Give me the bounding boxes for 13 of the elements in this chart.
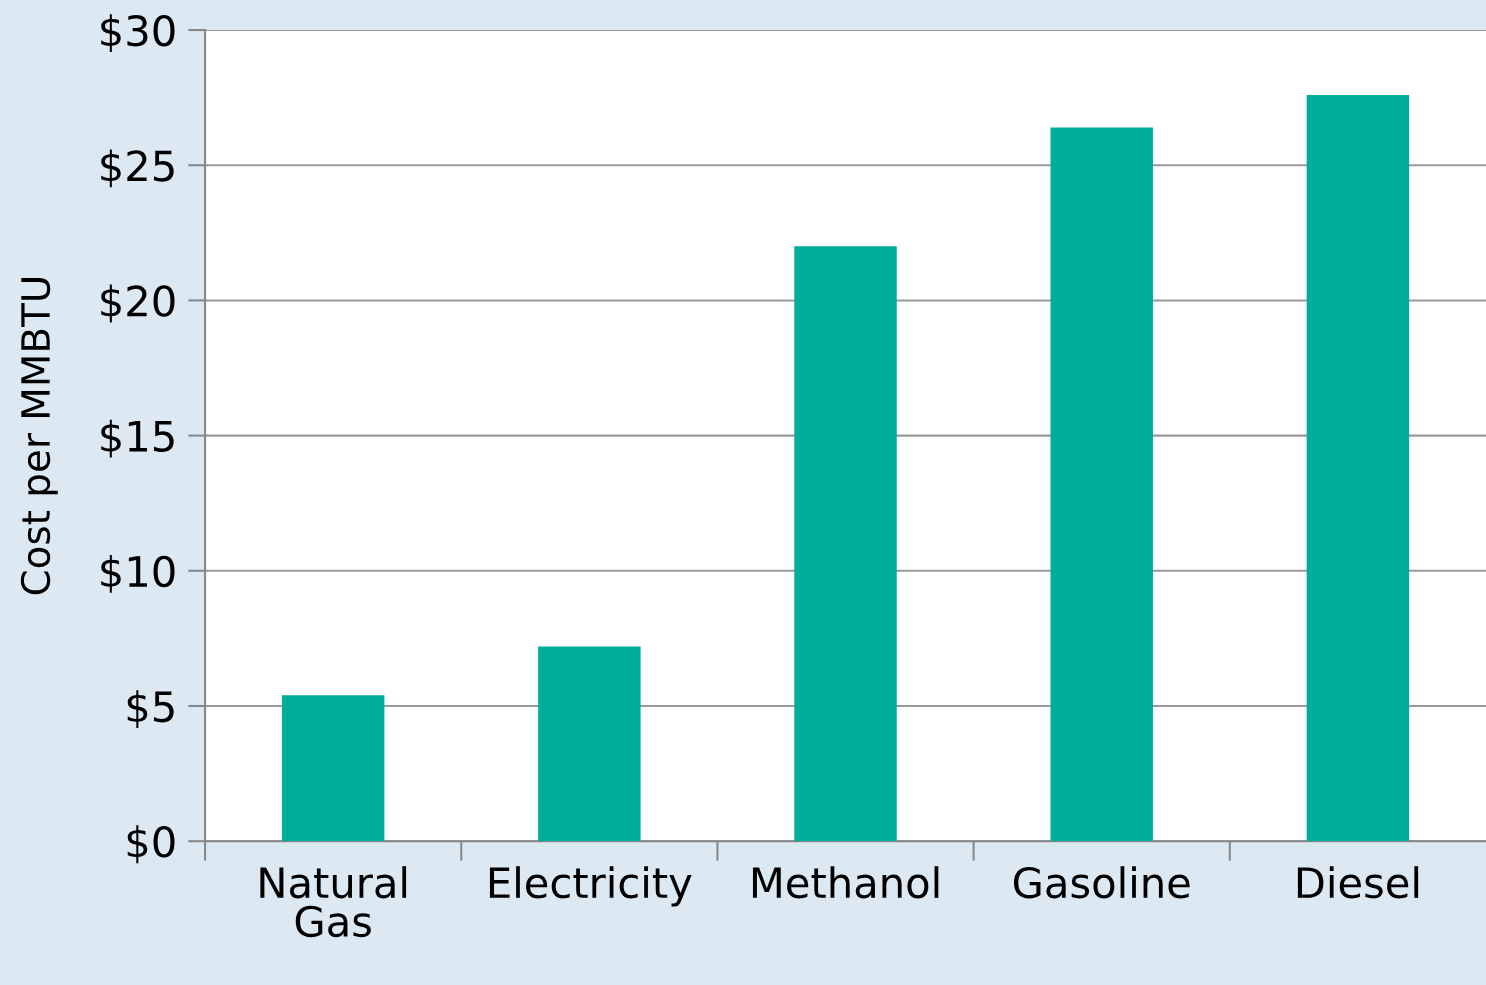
y-axis-title: Cost per MMBTU: [20, 278, 58, 595]
y-tick-label: $5: [127, 690, 174, 728]
y-tick-label: $0: [127, 825, 175, 864]
y-tick-label: $10: [101, 554, 175, 593]
x-tick-label: Diesel: [1297, 866, 1419, 899]
y-tick-label: $25: [101, 149, 174, 188]
y-tick-label: $20: [101, 284, 175, 323]
x-tick-label: Methanol: [752, 866, 939, 899]
x-tick-label: Electricity: [489, 866, 692, 907]
y-tick-label: $30: [101, 14, 175, 52]
x-tick-label: Gasoline: [1013, 866, 1190, 899]
y-tick-label: $15: [101, 419, 174, 458]
x-tick-label: Natural Gas: [260, 866, 407, 938]
